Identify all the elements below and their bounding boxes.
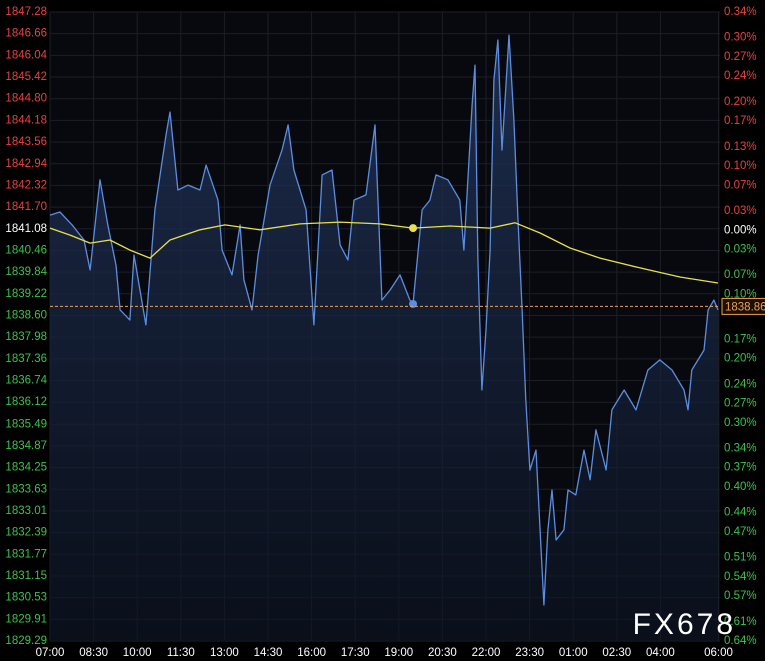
- x-tick-label: 04:00: [646, 647, 675, 659]
- y2-tick-label: 0.27%: [724, 398, 757, 410]
- y2-tick-label: 0.10%: [724, 288, 757, 300]
- y-tick-label: 1835.49: [5, 418, 47, 430]
- x-tick-label: 11:30: [167, 647, 195, 659]
- y2-tick-label: 0.51%: [724, 552, 757, 564]
- y-tick-label: 1840.46: [5, 244, 47, 256]
- x-tick-label: 16:00: [297, 647, 326, 659]
- y-tick-label: 1829.91: [5, 613, 47, 625]
- line: [49, 221, 719, 284]
- y-tick-label: 1842.32: [5, 179, 47, 191]
- y2-tick-label: 0.10%: [724, 160, 757, 172]
- y-tick-label: 1842.94: [5, 158, 47, 170]
- y2-tick-label: 0.57%: [724, 590, 757, 602]
- y2-tick-label: 0.30%: [724, 32, 757, 44]
- x-tick-label: 07:00: [36, 647, 65, 659]
- y2-tick-label: 0.13%: [724, 141, 757, 153]
- y-tick-label: 1844.80: [5, 93, 47, 105]
- y2-tick-label: 0.34%: [724, 6, 757, 18]
- y-tick-label: 1834.87: [5, 440, 47, 452]
- y2-tick-label: 0.07%: [724, 269, 757, 281]
- y-tick-label: 1831.77: [5, 548, 47, 560]
- y2-tick-label: 0.37%: [724, 462, 757, 474]
- y2-tick-label: 0.40%: [724, 481, 757, 493]
- y2-tick-label: 0.27%: [724, 51, 757, 63]
- y2-tick-label: 0.20%: [724, 353, 757, 365]
- y-tick-label: 1833.63: [5, 483, 47, 495]
- y-tick-label: 1833.01: [5, 505, 47, 517]
- last-price-tag: 1838.86: [721, 297, 765, 315]
- y-tick-label: 1846.04: [5, 49, 47, 61]
- y-tick-label: 1841.08: [5, 223, 47, 235]
- y2-tick-label: 0.17%: [724, 115, 757, 127]
- x-tick-label: 01:00: [559, 647, 588, 659]
- y-tick-label: 1839.84: [5, 266, 47, 278]
- y-tick-label: 1841.70: [5, 201, 47, 213]
- y-tick-label: 1838.60: [5, 310, 47, 322]
- x-tick-label: 10:00: [123, 647, 152, 659]
- x-tick-label: 20:30: [428, 647, 457, 659]
- y2-tick-label: 0.03%: [724, 205, 757, 217]
- y-tick-label: 1830.53: [5, 592, 47, 604]
- watermark: FX678: [633, 608, 736, 641]
- x-tick-label: 06:00: [704, 647, 733, 659]
- y-tick-label: 1837.36: [5, 353, 47, 365]
- y2-tick-label: 0.24%: [724, 378, 757, 390]
- x-tick-label: 14:30: [254, 647, 283, 659]
- highlight-dot: [409, 224, 418, 233]
- x-tick-label: 23:30: [515, 647, 544, 659]
- y-tick-label: 1831.15: [5, 570, 47, 582]
- y2-tick-label: 0.07%: [724, 179, 757, 191]
- y-tick-label: 1837.98: [5, 331, 47, 343]
- y2-tick-label: 0.30%: [724, 417, 757, 429]
- y2-tick-label: 0.47%: [724, 526, 757, 538]
- x-tick-label: 22:00: [472, 647, 501, 659]
- y2-tick-label: 0.44%: [724, 507, 757, 519]
- area: [50, 35, 718, 642]
- x-tick-label: 08:30: [79, 647, 108, 659]
- last-price-box: [721, 297, 765, 315]
- y-tick-label: 1832.39: [5, 527, 47, 539]
- y-tick-label: 1845.42: [5, 71, 47, 83]
- last-price-label: 1838.86: [725, 301, 765, 313]
- y2-tick-label: 0.20%: [724, 96, 757, 108]
- y2-tick-label: 0.54%: [724, 571, 757, 583]
- y-tick-label: 1836.74: [5, 375, 47, 387]
- x-tick-label: 17:30: [341, 647, 370, 659]
- y-tick-label: 1843.56: [5, 136, 47, 148]
- y2-tick-label: 0.64%: [724, 635, 757, 647]
- y2-tick-label: 0.17%: [724, 333, 757, 345]
- y-tick-label: 1844.18: [5, 114, 47, 126]
- y-tick-label: 1846.66: [5, 28, 47, 40]
- y2-tick-label: 0.61%: [724, 616, 757, 628]
- y2-tick-label: 0.24%: [724, 70, 757, 82]
- y-tick-label: 1834.25: [5, 462, 47, 474]
- y-tick-label: 1836.12: [5, 396, 47, 408]
- x-tick-label: 19:00: [384, 647, 413, 659]
- y-tick-label: 1839.22: [5, 288, 47, 300]
- y2-tick-label: 0.34%: [724, 442, 757, 454]
- y2-tick-label: 0.03%: [724, 244, 757, 256]
- y-tick-label: 1847.28: [5, 6, 47, 18]
- y2-tick-label: 0.00%: [724, 224, 757, 236]
- line: [49, 34, 719, 606]
- x-tick-label: 02:30: [602, 647, 631, 659]
- y-tick-label: 1829.29: [5, 635, 47, 647]
- x-tick-label: 13:00: [210, 647, 239, 659]
